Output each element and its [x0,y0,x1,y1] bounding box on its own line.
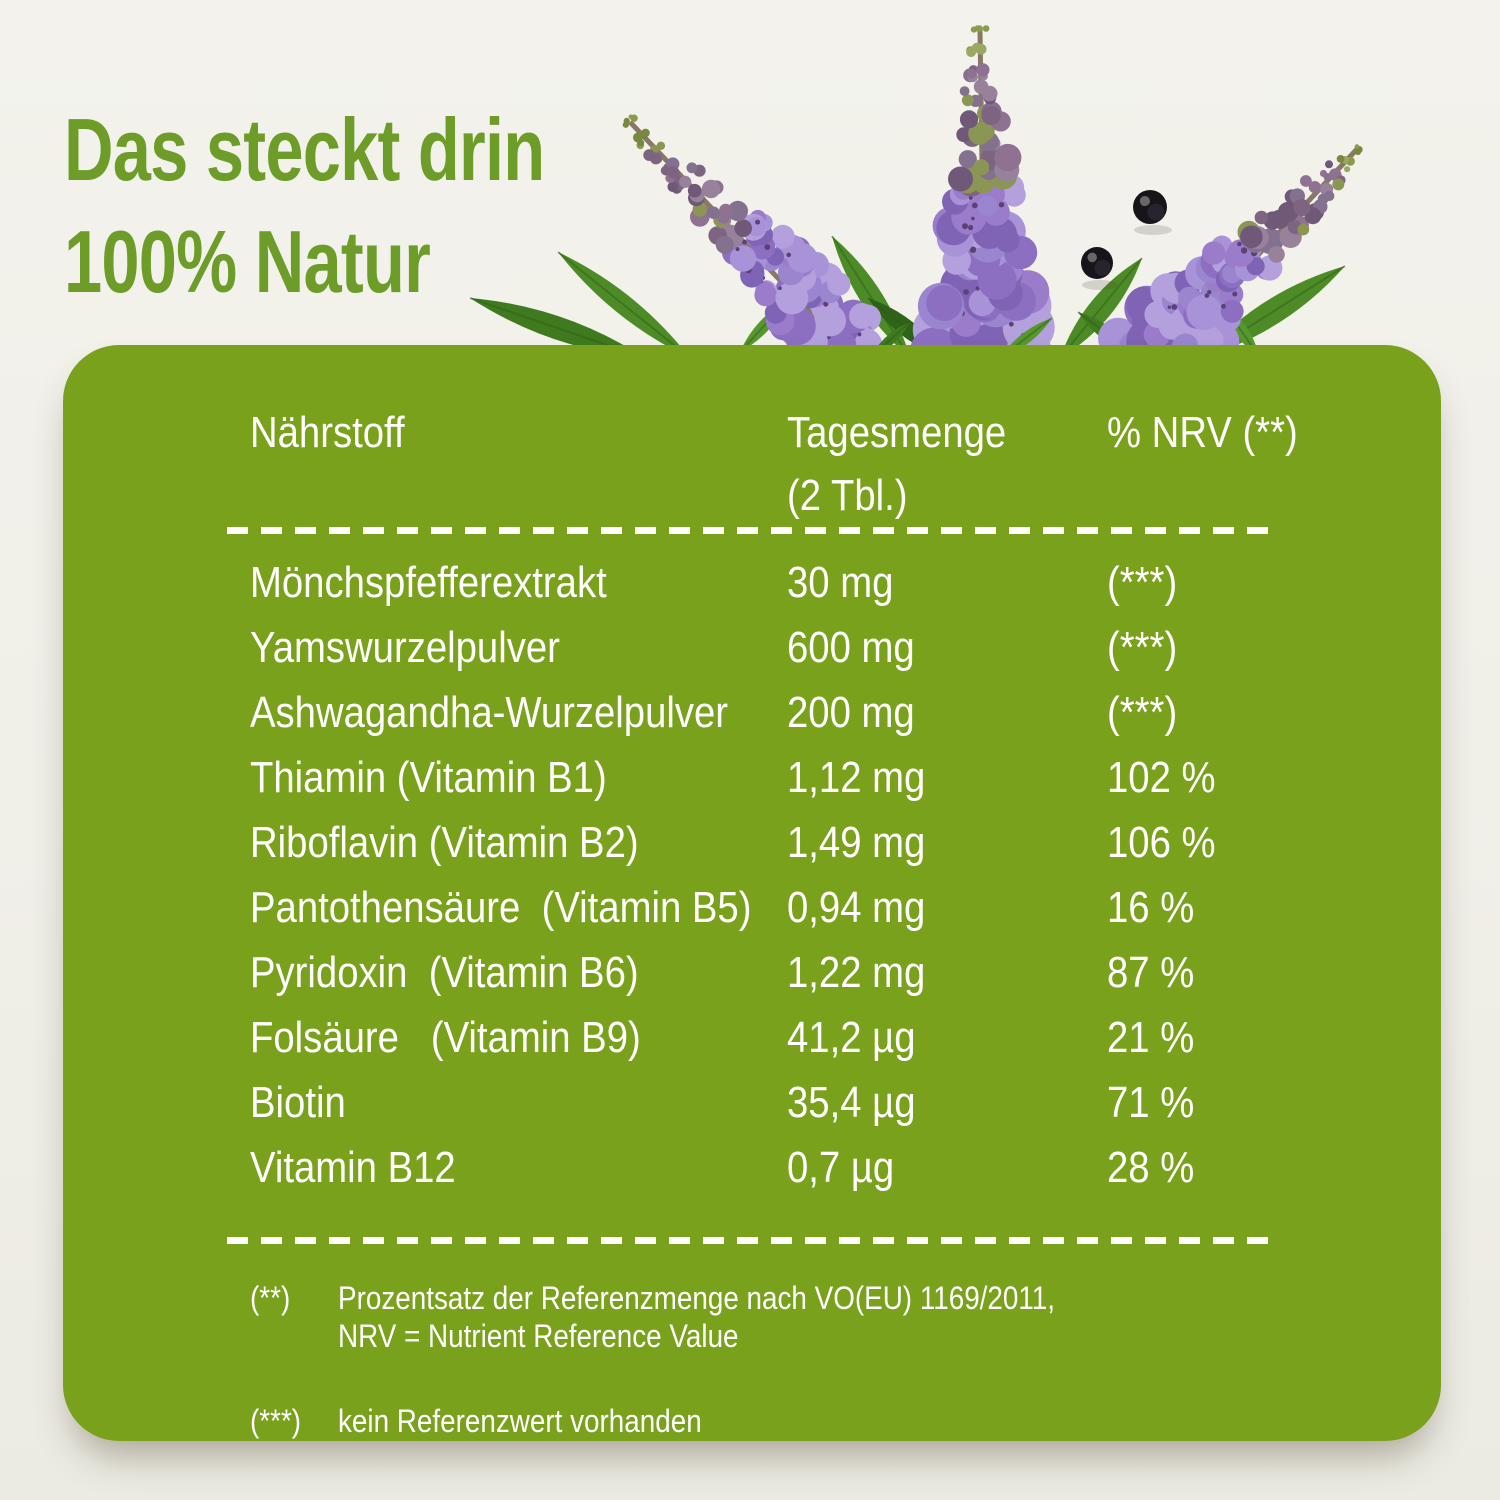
table-row: Yamswurzelpulver 600 mg (***) [250,615,1380,680]
nutrient-amount: 30 mg [787,558,894,607]
nutrient-amount: 200 mg [787,688,915,737]
footnotes: (**) Prozentsatz der Referenzmenge nach … [250,1279,1162,1440]
nutrient-nrv: 71 % [1107,1078,1195,1127]
footnote-no-reference: (***) kein Referenzwert vorhanden [250,1402,1162,1440]
page-title: Das steckt drin 100% Natur [64,94,680,318]
table-row: Pantothensäure (Vitamin B5) 0,94 mg 16 % [250,875,1380,940]
table-row: Mönchspfefferextrakt 30 mg (***) [250,550,1380,615]
nutrient-amount: 600 mg [787,623,915,672]
nutrient-name: Vitamin B12 [250,1143,456,1192]
nutrient-name: Ashwagandha-Wurzelpulver [250,688,729,737]
nutrient-amount: 1,12 mg [787,753,926,802]
header-nutrient: Nährstoff [250,408,405,457]
footnote-symbol: (***) [250,1403,302,1439]
table-row: Ashwagandha-Wurzelpulver 200 mg (***) [250,680,1380,745]
nutrient-name: Folsäure (Vitamin B9) [250,1013,641,1062]
header-nrv: % NRV (**) [1107,408,1298,457]
nutrient-amount: 0,94 mg [787,883,926,932]
header-daily-amount-line2: (2 Tbl.) [787,471,908,520]
dashed-divider-bottom [227,1237,1271,1244]
nutrient-name: Biotin [250,1078,346,1127]
footnote-text-line1: kein Referenzwert vorhanden [338,1403,702,1439]
table-row: Pyridoxin (Vitamin B6) 1,22 mg 87 % [250,940,1380,1005]
nutrient-nrv: 87 % [1107,948,1195,997]
title-line-1: Das steckt drin [64,100,545,199]
nutrient-nrv: (***) [1107,623,1178,672]
footnote-nrv: (**) Prozentsatz der Referenzmenge nach … [250,1279,1162,1355]
nutrient-name: Pantothensäure (Vitamin B5) [250,883,752,932]
nutrient-amount: 0,7 µg [787,1143,895,1192]
dashed-divider-top [227,527,1271,534]
nutrient-nrv: 106 % [1107,818,1216,867]
title-line-2: 100% Natur [64,212,431,311]
nutrient-amount: 41,2 µg [787,1013,916,1062]
table-row: Vitamin B12 0,7 µg 28 % [250,1135,1380,1200]
header-daily-amount-line1: Tagesmenge [787,408,1007,457]
nutrient-name: Thiamin (Vitamin B1) [250,753,607,802]
nutrient-nrv: 102 % [1107,753,1216,802]
nutrient-amount: 1,49 mg [787,818,926,867]
nutrient-nrv: (***) [1107,558,1178,607]
table-row: Thiamin (Vitamin B1) 1,12 mg 102 % [250,745,1380,810]
table-row: Riboflavin (Vitamin B2) 1,49 mg 106 % [250,810,1380,875]
footnote-symbol: (**) [250,1280,291,1316]
table-row: Biotin 35,4 µg 71 % [250,1070,1380,1135]
nutrient-name: Riboflavin (Vitamin B2) [250,818,639,867]
nutrition-table: Mönchspfefferextrakt 30 mg (***) Yamswurzel… [250,550,1380,1200]
nutrient-name: Pyridoxin (Vitamin B6) [250,948,639,997]
footnote-text-line1: Prozentsatz der Referenzmenge nach VO(EU… [338,1280,1056,1316]
nutrient-amount: 1,22 mg [787,948,926,997]
nutrient-nrv: 28 % [1107,1143,1195,1192]
nutrient-amount: 35,4 µg [787,1078,916,1127]
footnote-text-line2: NRV = Nutrient Reference Value [338,1318,739,1354]
nutrition-panel: Nährstoff Tagesmenge (2 Tbl.) % NRV (**) … [63,345,1441,1441]
nutrient-nrv: 21 % [1107,1013,1195,1062]
nutrient-name: Mönchspfefferextrakt [250,558,607,607]
nutrient-nrv: (***) [1107,688,1178,737]
nutrient-name: Yamswurzelpulver [250,623,560,672]
table-row: Folsäure (Vitamin B9) 41,2 µg 21 % [250,1005,1380,1070]
nutrient-nrv: 16 % [1107,883,1195,932]
